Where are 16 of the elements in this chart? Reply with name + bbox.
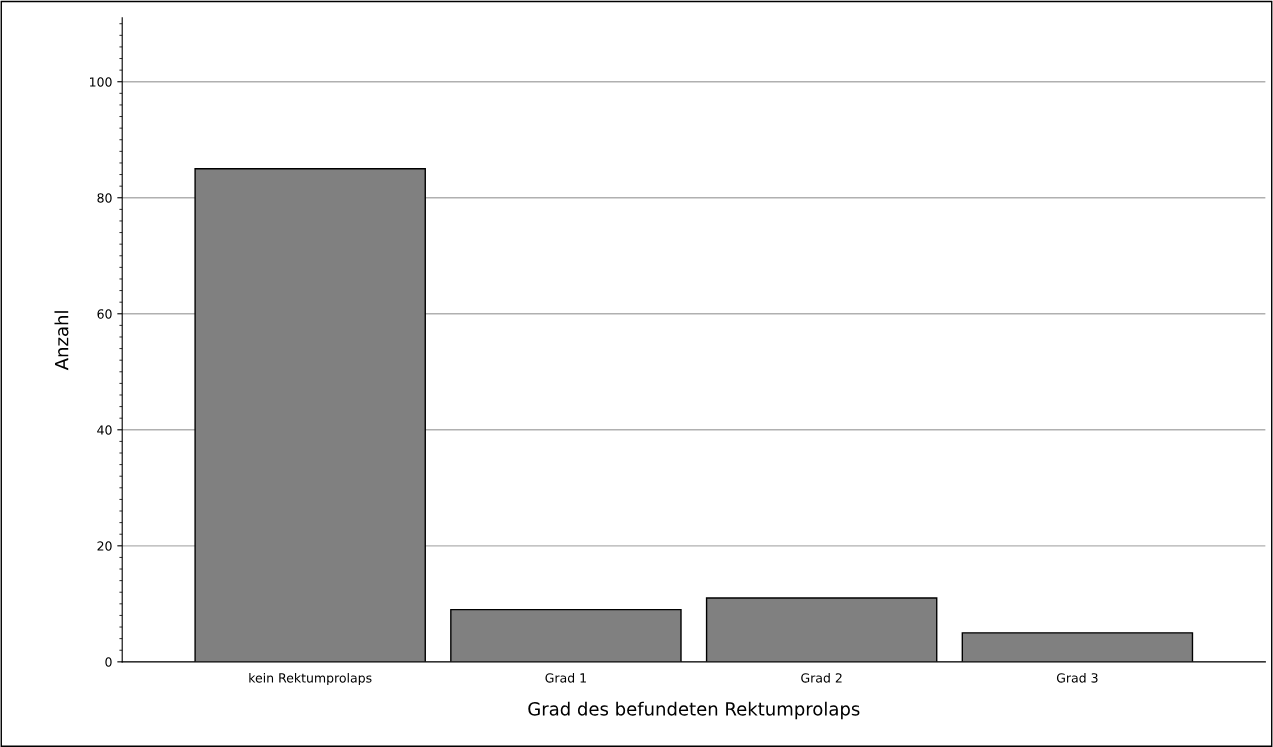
bar	[961, 632, 1194, 662]
bar	[194, 168, 426, 662]
y-tick-label: 0	[105, 657, 112, 667]
y-axis-title: Anzahl	[54, 311, 69, 371]
y-tick-label: 20	[97, 541, 112, 551]
x-axis-title: Grad des befundeten Rektumprolaps	[528, 701, 860, 720]
y-tick-label: 60	[97, 309, 112, 319]
y-tick-label: 40	[97, 425, 112, 435]
y-tick-label: 80	[97, 193, 112, 203]
x-tick-label: Grad 2	[801, 672, 842, 683]
y-tick-label: 100	[90, 77, 112, 87]
x-tick-label: Grad 1	[545, 672, 586, 683]
x-tick-label: Grad 3	[1056, 672, 1098, 683]
bar	[450, 608, 682, 662]
x-tick-label: kein Rektumprolaps	[249, 672, 372, 686]
bar	[705, 597, 938, 662]
